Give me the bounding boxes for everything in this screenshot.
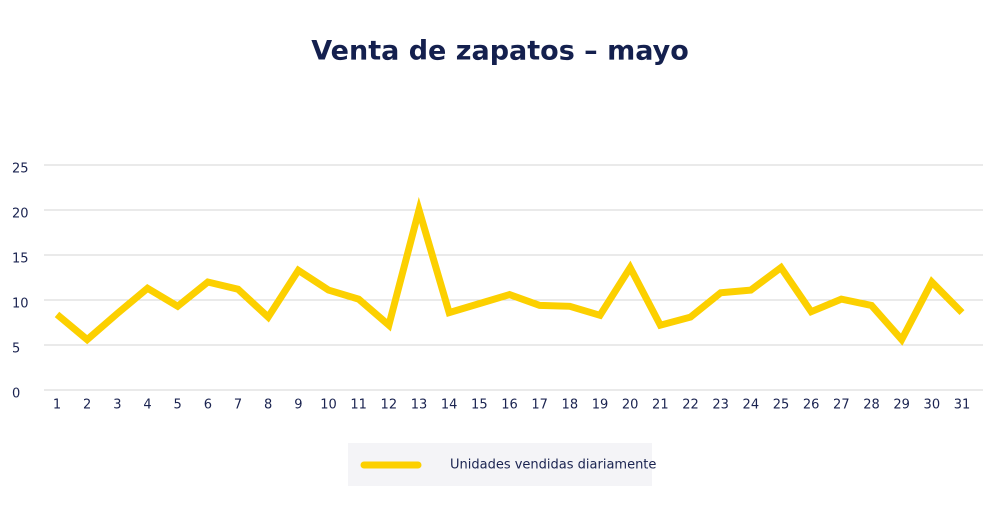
- x-tick-label: 29: [893, 398, 910, 413]
- x-tick-label: 10: [320, 398, 337, 413]
- y-tick-label: 10: [12, 297, 29, 312]
- x-tick-label: 20: [622, 398, 639, 413]
- x-tick-label: 22: [682, 398, 699, 413]
- legend-label: Unidades vendidas diariamente: [450, 458, 656, 473]
- x-tick-label: 4: [143, 398, 151, 413]
- x-tick-label: 30: [924, 398, 941, 413]
- y-tick-label: 15: [12, 252, 29, 267]
- x-tick-label: 1: [53, 398, 61, 413]
- x-tick-label: 31: [954, 398, 971, 413]
- y-tick-label: 25: [12, 162, 29, 177]
- data-line: [54, 196, 965, 346]
- chart-title: Venta de zapatos – mayo: [311, 36, 689, 67]
- x-tick-label: 17: [531, 398, 548, 413]
- x-tick-label: 6: [204, 398, 212, 413]
- x-tick-label: 15: [471, 398, 488, 413]
- x-tick-label: 8: [264, 398, 272, 413]
- x-tick-label: 19: [592, 398, 609, 413]
- x-tick-label: 18: [562, 398, 579, 413]
- y-tick-label: 20: [12, 207, 29, 222]
- x-tick-label: 14: [441, 398, 458, 413]
- x-tick-label: 23: [712, 398, 729, 413]
- x-tick-label: 12: [381, 398, 398, 413]
- x-tick-label: 7: [234, 398, 242, 413]
- y-tick-label: 5: [12, 342, 20, 357]
- x-tick-label: 11: [350, 398, 367, 413]
- x-tick-label: 3: [113, 398, 121, 413]
- x-tick-label: 21: [652, 398, 669, 413]
- x-tick-label: 25: [773, 398, 790, 413]
- y-tick-label: 0: [12, 387, 20, 402]
- x-tick-label: 24: [743, 398, 760, 413]
- x-tick-label: 16: [501, 398, 518, 413]
- x-tick-label: 27: [833, 398, 850, 413]
- x-tick-label: 5: [174, 398, 182, 413]
- x-tick-label: 9: [294, 398, 302, 413]
- x-tick-label: 28: [863, 398, 880, 413]
- x-tick-label: 26: [803, 398, 820, 413]
- x-tick-label: 2: [83, 398, 91, 413]
- x-tick-label: 13: [411, 398, 428, 413]
